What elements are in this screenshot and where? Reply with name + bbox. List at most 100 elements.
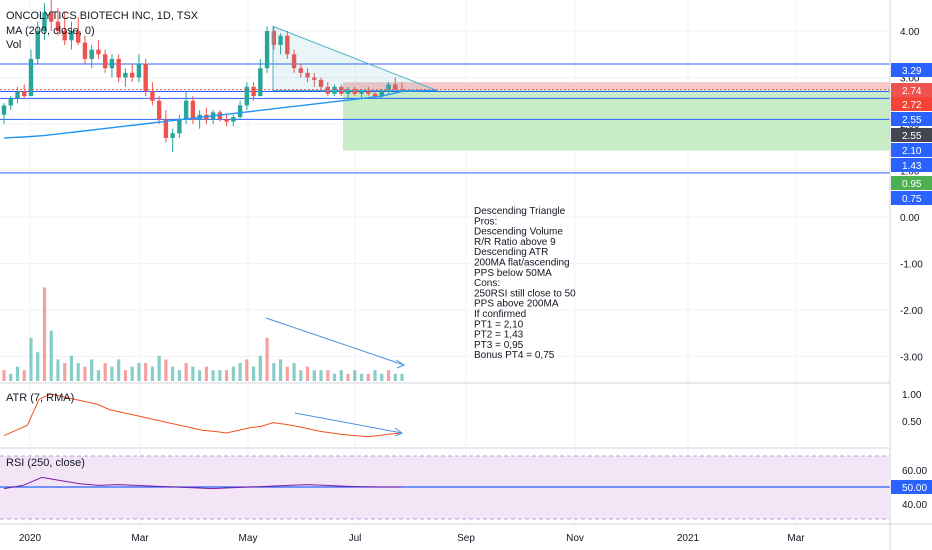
candle-body bbox=[177, 119, 182, 134]
volume-bar bbox=[15, 366, 20, 381]
candle bbox=[136, 54, 142, 83]
candle-body bbox=[22, 91, 27, 97]
volume-bar bbox=[373, 370, 377, 381]
atr-tick: 1.00 bbox=[902, 390, 922, 401]
candle bbox=[271, 26, 277, 50]
analysis-note-line: PPS above 200MA bbox=[474, 299, 559, 310]
candle bbox=[278, 33, 283, 55]
volume-bar bbox=[299, 370, 303, 381]
candle bbox=[393, 77, 398, 92]
candle-body bbox=[352, 89, 357, 94]
candle-body bbox=[8, 98, 13, 106]
volume-bar bbox=[225, 370, 229, 381]
price-badge: 2.10 bbox=[902, 146, 922, 157]
volume-bar bbox=[2, 370, 6, 381]
candle-body bbox=[69, 31, 74, 41]
candle-body bbox=[163, 119, 169, 138]
candle bbox=[352, 86, 357, 97]
candle bbox=[150, 82, 155, 106]
candle-body bbox=[136, 63, 142, 78]
volume-bar bbox=[164, 359, 168, 381]
analysis-note-line: Cons: bbox=[474, 278, 500, 289]
candle bbox=[96, 40, 101, 59]
candle bbox=[237, 100, 243, 120]
price-tick: -1.00 bbox=[900, 260, 923, 271]
descending-triangle-drawing[interactable] bbox=[272, 25, 438, 92]
candle-body bbox=[285, 35, 290, 55]
rsi-pane bbox=[0, 455, 890, 520]
rsi-badge: 50.00 bbox=[902, 483, 927, 494]
analysis-note-line: PPS below 50MA bbox=[474, 268, 552, 279]
price-badge: 2.55 bbox=[902, 115, 922, 126]
volume-bar bbox=[272, 363, 276, 381]
candle-body bbox=[62, 31, 67, 41]
volume-bar bbox=[245, 359, 249, 381]
volume-bar bbox=[386, 370, 391, 381]
atr-trend-arrow[interactable] bbox=[294, 412, 404, 437]
volume-bar bbox=[63, 363, 67, 381]
candle bbox=[35, 21, 40, 64]
volume-bar bbox=[312, 370, 316, 381]
candle-body bbox=[231, 117, 236, 122]
time-label: Mar bbox=[131, 533, 149, 544]
candle-body bbox=[183, 100, 189, 120]
candle-body bbox=[318, 79, 324, 87]
stop-loss-zone[interactable] bbox=[343, 82, 890, 90]
candle-body bbox=[15, 91, 20, 99]
volume-trend-arrow[interactable] bbox=[265, 317, 406, 369]
volume-bar bbox=[353, 370, 357, 381]
candle-body bbox=[258, 68, 263, 97]
candle bbox=[312, 72, 317, 87]
candle-body bbox=[190, 100, 196, 120]
volume-bar bbox=[251, 366, 256, 381]
vol-legend: Vol bbox=[6, 39, 21, 51]
candle-body bbox=[393, 84, 398, 90]
price-badge: 0.95 bbox=[902, 179, 922, 190]
volume-bar bbox=[366, 373, 370, 381]
candle-body bbox=[217, 112, 223, 120]
candle bbox=[76, 17, 81, 45]
volume-bar bbox=[380, 373, 384, 381]
rsi-axis: 60.00 40.00 50.00 bbox=[891, 466, 932, 511]
candle-body bbox=[109, 58, 115, 69]
volume-bar bbox=[29, 337, 33, 381]
volume-bar bbox=[285, 366, 289, 381]
analysis-note-line: PT3 = 0,95 bbox=[474, 340, 524, 351]
price-badge-bg bbox=[891, 128, 932, 142]
candle bbox=[197, 110, 202, 129]
volume-bar bbox=[339, 370, 343, 381]
candle-body bbox=[116, 58, 121, 78]
price-badge-bg bbox=[891, 143, 932, 157]
candle-body bbox=[271, 31, 277, 45]
candle-body bbox=[42, 12, 47, 31]
ma200-line bbox=[3, 90, 403, 139]
candle bbox=[22, 84, 27, 99]
volume-bar bbox=[191, 366, 195, 381]
candle-body bbox=[305, 72, 310, 78]
candle-body bbox=[345, 89, 351, 94]
candle bbox=[291, 49, 297, 73]
candle-body bbox=[264, 31, 270, 69]
horizontal-levels[interactable] bbox=[0, 63, 890, 174]
candle bbox=[386, 82, 391, 94]
volume-bar bbox=[90, 359, 94, 381]
time-axis[interactable]: 2020 Mar May Jul Sep Nov 2021 Mar bbox=[19, 533, 805, 544]
volume-bar bbox=[231, 366, 235, 381]
volume-bar bbox=[258, 355, 262, 381]
candle-body bbox=[55, 21, 61, 31]
volume-bar bbox=[137, 363, 141, 381]
candle-body bbox=[96, 49, 101, 55]
candle-body bbox=[291, 54, 297, 69]
candle bbox=[109, 54, 115, 78]
candle-body bbox=[82, 42, 88, 59]
grid bbox=[0, 0, 890, 524]
volume-bar bbox=[265, 337, 269, 381]
atr-tick: 0.50 bbox=[902, 417, 922, 428]
volume-bar bbox=[218, 370, 222, 381]
volume-bar bbox=[76, 363, 80, 381]
profit-target-zone[interactable] bbox=[343, 89, 890, 151]
volume-bar bbox=[198, 370, 202, 381]
volume-bar bbox=[238, 363, 242, 381]
